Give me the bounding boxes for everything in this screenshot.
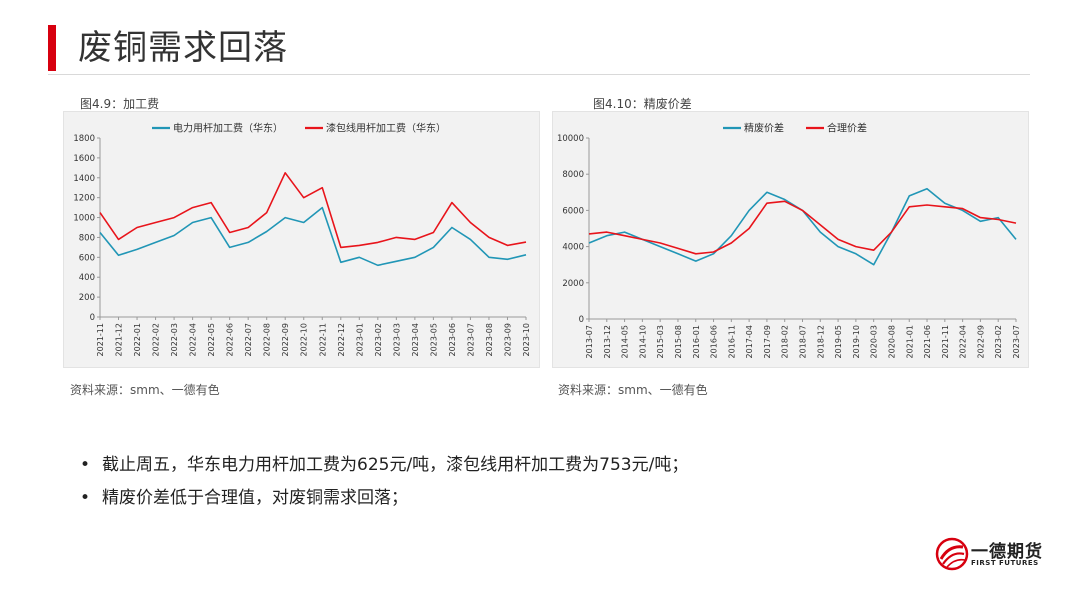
bullet-item: • 精废价差低于合理值，对废铜需求回落； bbox=[80, 483, 408, 508]
title-divider bbox=[48, 74, 1030, 75]
page-title: 废铜需求回落 bbox=[78, 28, 288, 68]
x-tick-label: 2023-08 bbox=[485, 323, 494, 356]
x-tick-label: 2023-02 bbox=[994, 325, 1003, 358]
bullet-dot-icon: • bbox=[80, 455, 91, 475]
series-line-0 bbox=[588, 187, 1017, 266]
x-tick-label: 2023-02 bbox=[374, 323, 383, 356]
x-tick-label: 2023-09 bbox=[503, 323, 512, 356]
x-tick-label: 2016-06 bbox=[710, 325, 719, 358]
fig-label-processing-fee: 图4.9：加工费 bbox=[80, 97, 160, 111]
x-tick-label: 2019-10 bbox=[852, 325, 861, 358]
chart-panel-processing-fee: 0 200 400 600 800 1000 1200 1400 1600 1800 2021-11… bbox=[63, 111, 540, 368]
x-tick-label: 2018-12 bbox=[816, 325, 825, 358]
x-tick-label: 2021-12 bbox=[115, 323, 124, 356]
chart-panel-price-spread: 0 2000 4000 6000 8000 10000 2013-07 2013-12 2014… bbox=[552, 111, 1029, 368]
y-tick-label: 10000 bbox=[557, 134, 584, 144]
x-tick-label: 2022-12 bbox=[337, 323, 346, 356]
legend-label-1: 合理价差 bbox=[827, 122, 867, 135]
series-line-1 bbox=[588, 200, 1017, 255]
company-logo: 一德期货 FIRST FUTURES bbox=[935, 535, 1045, 575]
x-tick-label: 2018-02 bbox=[781, 325, 790, 358]
y-tick-label: 200 bbox=[79, 293, 95, 303]
x-tick-label: 2021-11 bbox=[96, 323, 105, 356]
x-tick-label: 2022-09 bbox=[976, 325, 985, 358]
x-tick-label: 2014-05 bbox=[621, 325, 630, 358]
x-tick-label: 2013-12 bbox=[603, 325, 612, 358]
x-tick-label: 2021-01 bbox=[905, 325, 914, 358]
x-tick-label: 2023-07 bbox=[1012, 325, 1021, 358]
y-tick-label: 2000 bbox=[562, 279, 584, 289]
bullet-text: 精废价差低于合理值，对废铜需求回落； bbox=[102, 488, 408, 508]
x-tick-label: 2013-07 bbox=[585, 325, 594, 358]
x-tick-label: 2022-05 bbox=[207, 323, 216, 356]
processing-fee-chart: 0 200 400 600 800 1000 1200 1400 1600 1800 2021-11… bbox=[73, 122, 531, 357]
x-tick-label: 2022-01 bbox=[133, 323, 142, 356]
logo-text-cn: 一德期货 bbox=[971, 542, 1043, 562]
x-tick-label: 2022-04 bbox=[959, 325, 968, 358]
bullet-item: • 截止周五，华东电力用杆加工费为625元/吨，漆包线用杆加工费为753元/吨； bbox=[80, 450, 688, 475]
y-tick-label: 1200 bbox=[73, 194, 95, 204]
y-tick-label: 4000 bbox=[562, 243, 584, 253]
x-tick-label: 2022-11 bbox=[318, 323, 327, 356]
title-accent-bar bbox=[48, 25, 56, 71]
x-tick-label: 2014-10 bbox=[638, 325, 647, 358]
bullet-dot-icon: • bbox=[80, 488, 91, 508]
x-tick-label: 2022-03 bbox=[170, 323, 179, 356]
y-tick-label: 0 bbox=[579, 315, 584, 325]
y-tick-label: 8000 bbox=[562, 170, 584, 180]
x-tick-label: 2021-06 bbox=[923, 325, 932, 358]
y-tick-label: 400 bbox=[79, 273, 95, 283]
legend-label-0: 精废价差 bbox=[744, 122, 784, 135]
x-tick-label: 2021-11 bbox=[941, 325, 950, 358]
x-tick-label: 2022-09 bbox=[281, 323, 290, 356]
legend-label-1: 漆包线用杆加工费（华东） bbox=[326, 122, 446, 135]
x-tick-label: 2022-04 bbox=[189, 323, 198, 356]
x-tick-label: 2023-01 bbox=[355, 323, 364, 356]
y-tick-label: 1800 bbox=[73, 134, 95, 144]
y-tick-label: 6000 bbox=[562, 206, 584, 216]
y-tick-label: 1400 bbox=[73, 174, 95, 184]
x-tick-label: 2020-03 bbox=[870, 325, 879, 358]
fig-label-price-spread: 图4.10：精废价差 bbox=[593, 97, 692, 111]
x-tick-label: 2020-08 bbox=[887, 325, 896, 358]
x-tick-label: 2023-04 bbox=[411, 323, 420, 356]
x-tick-label: 2023-07 bbox=[466, 323, 475, 356]
y-tick-label: 1000 bbox=[73, 214, 95, 224]
logo-text-en: FIRST FUTURES bbox=[971, 559, 1039, 567]
bullet-text: 截止周五，华东电力用杆加工费为625元/吨，漆包线用杆加工费为753元/吨； bbox=[102, 455, 689, 475]
logo-swirl-icon bbox=[935, 537, 969, 571]
x-tick-label: 2022-07 bbox=[244, 323, 253, 356]
legend-label-0: 电力用杆加工费（华东） bbox=[173, 122, 283, 135]
x-tick-label: 2016-11 bbox=[727, 325, 736, 358]
x-tick-label: 2023-10 bbox=[522, 323, 531, 356]
x-tick-label: 2016-01 bbox=[692, 325, 701, 358]
x-tick-label: 2018-07 bbox=[799, 325, 808, 358]
x-tick-label: 2022-06 bbox=[226, 323, 235, 356]
x-tick-label: 2023-05 bbox=[429, 323, 438, 356]
price-spread-chart: 0 2000 4000 6000 8000 10000 2013-07 2013-12 2014… bbox=[557, 122, 1021, 359]
y-tick-label: 800 bbox=[79, 233, 95, 243]
source-note-price-spread: 资料来源：smm、一德有色 bbox=[558, 383, 708, 397]
x-tick-label: 2023-06 bbox=[448, 323, 457, 356]
series-line-0 bbox=[99, 206, 527, 267]
x-tick-label: 2022-08 bbox=[263, 323, 272, 356]
x-tick-label: 2015-03 bbox=[656, 325, 665, 358]
y-tick-label: 0 bbox=[90, 313, 95, 323]
x-tick-label: 2023-03 bbox=[392, 323, 401, 356]
y-tick-label: 1600 bbox=[73, 154, 95, 164]
x-tick-label: 2022-10 bbox=[300, 323, 309, 356]
source-note-processing-fee: 资料来源：smm、一德有色 bbox=[70, 383, 220, 397]
series-line-1 bbox=[99, 171, 527, 249]
x-tick-label: 2019-05 bbox=[834, 325, 843, 358]
x-tick-label: 2015-08 bbox=[674, 325, 683, 358]
x-tick-label: 2017-09 bbox=[763, 325, 772, 358]
x-tick-label: 2022-02 bbox=[152, 323, 161, 356]
y-tick-label: 600 bbox=[79, 253, 95, 263]
x-tick-label: 2017-04 bbox=[745, 325, 754, 358]
